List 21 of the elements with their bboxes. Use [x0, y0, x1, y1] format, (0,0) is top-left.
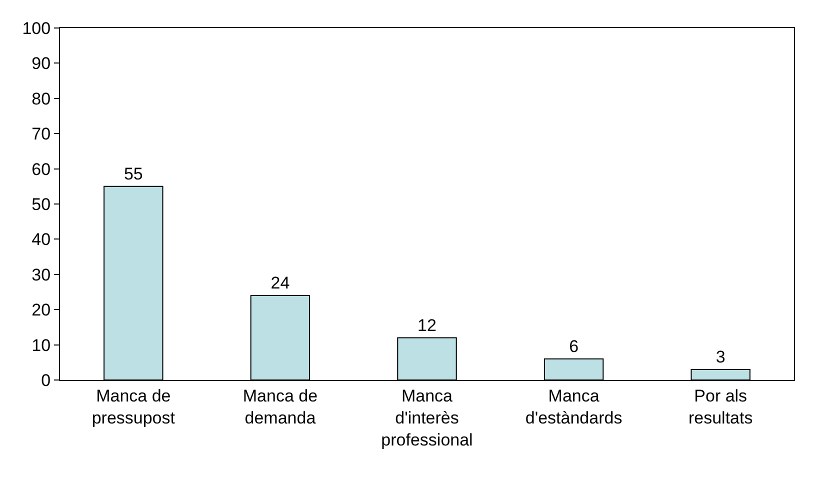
data-label: 12 [418, 316, 436, 335]
y-tick-label: 80 [32, 89, 51, 108]
y-tick-label: 40 [32, 230, 51, 250]
y-tick-label: 50 [32, 194, 51, 214]
x-tick-label: Manca de pressupost [92, 386, 176, 428]
y-tick-label: 10 [32, 336, 51, 355]
x-tick-label: Manca d'estàndards [525, 386, 622, 428]
y-tick-label: 20 [32, 300, 51, 320]
y-tick-label: 90 [32, 54, 51, 74]
y-tick-label: 70 [32, 124, 51, 144]
y-tick-label: 0 [41, 370, 51, 390]
y-tick-label: 60 [32, 160, 51, 179]
x-tick-label: Manca d'interès professional [381, 386, 473, 450]
y-tick-label: 100 [22, 18, 51, 38]
data-label: 55 [124, 164, 143, 184]
data-label: 24 [270, 274, 290, 293]
x-tick-label: Manca de demanda [242, 386, 318, 428]
y-tick-label: 30 [32, 265, 51, 284]
data-label: 6 [569, 336, 579, 356]
data-label: 3 [716, 347, 726, 366]
x-tick-label: Por als resultats [688, 386, 753, 428]
